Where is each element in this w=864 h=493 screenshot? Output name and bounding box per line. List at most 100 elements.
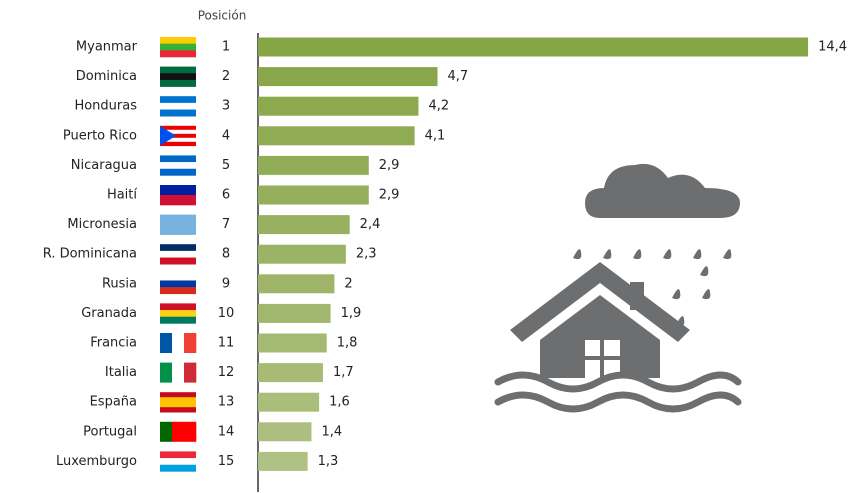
flag-stripe [160, 215, 196, 235]
flag-stripe [160, 110, 196, 117]
country-label: Haití [107, 188, 137, 203]
flag-stripe [172, 422, 184, 442]
flag-stripe [160, 155, 196, 162]
position-label: 11 [218, 336, 235, 351]
value-label: 2,9 [379, 188, 400, 203]
flag-stripe [160, 44, 196, 51]
flag-stripe [160, 392, 196, 397]
flag-stripe [184, 333, 196, 353]
position-label: 1 [222, 40, 230, 55]
flag-stripe [160, 333, 172, 353]
flag [160, 303, 196, 323]
flag-stripe [160, 195, 196, 205]
bar [258, 156, 369, 175]
flag-stripe [160, 402, 196, 407]
country-label: R. Dominicana [43, 247, 137, 262]
bar [258, 126, 415, 145]
chart: Posición Myanmar114,4Dominica24,7Hondura… [0, 0, 864, 493]
country-label: Dominica [76, 69, 137, 84]
flag-stripe [160, 244, 196, 251]
flag-stripe [160, 451, 196, 458]
flag-stripe [160, 465, 196, 472]
flag [160, 392, 196, 412]
country-label: Puerto Rico [63, 128, 137, 143]
position-label: 15 [218, 454, 235, 469]
country-label: Rusia [102, 276, 137, 291]
position-header: Posición [198, 9, 247, 23]
flag-stripe [160, 303, 196, 310]
value-label: 1,8 [337, 336, 358, 351]
value-label: 2,9 [379, 158, 400, 173]
flag-stripe [160, 280, 196, 287]
flag-stripe [184, 363, 196, 383]
flag-stripe [160, 185, 196, 195]
value-label: 1,9 [341, 306, 362, 321]
flag-stripe [172, 363, 184, 383]
bar [258, 97, 418, 116]
position-label: 5 [222, 158, 230, 173]
bar [258, 245, 346, 264]
flag [160, 126, 196, 146]
country-label: Nicaragua [71, 158, 137, 173]
flag-stripe [160, 96, 196, 103]
flag-stripe [160, 251, 196, 258]
position-label: 8 [222, 247, 230, 262]
flag-stripe [160, 274, 196, 281]
flood-icon [510, 164, 740, 378]
country-label: España [90, 395, 137, 410]
flag [160, 274, 196, 294]
flag [160, 67, 196, 87]
flag-stripe [160, 103, 196, 110]
position-label: 2 [222, 69, 230, 84]
bar [258, 274, 334, 293]
country-label: Myanmar [76, 40, 138, 55]
position-label: 9 [222, 276, 230, 291]
bar [258, 304, 331, 323]
flag [160, 422, 196, 442]
position-label: 6 [222, 188, 230, 203]
value-label: 1,6 [329, 395, 350, 410]
flag-stripe [160, 363, 172, 383]
flag [160, 37, 196, 57]
bar [258, 393, 319, 412]
flag-stripe [160, 317, 196, 324]
flag-stripe [160, 169, 196, 176]
flag [160, 363, 196, 383]
country-label: Italia [105, 365, 137, 380]
position-label: 10 [218, 306, 235, 321]
value-label: 1,3 [318, 454, 339, 469]
flag-stripe [160, 287, 196, 294]
flag-stripe [160, 80, 196, 87]
flag-stripe [160, 67, 196, 74]
flag-stripe [160, 73, 196, 80]
bar [258, 422, 311, 441]
country-label: Francia [90, 336, 137, 351]
value-label: 1,4 [321, 424, 342, 439]
country-label: Luxemburgo [56, 454, 137, 469]
flag-stripe [160, 142, 196, 146]
position-label: 3 [222, 99, 230, 114]
flag-stripe [172, 333, 184, 353]
position-label: 7 [222, 217, 230, 232]
country-label: Portugal [83, 424, 137, 439]
position-label: 4 [222, 128, 230, 143]
flag-stripe [160, 407, 196, 412]
position-label: 12 [218, 365, 235, 380]
value-label: 4,1 [425, 128, 446, 143]
bar [258, 215, 350, 234]
country-label: Honduras [74, 99, 137, 114]
flag [160, 155, 196, 175]
bar [258, 452, 308, 471]
bar [258, 67, 438, 86]
country-label: Granada [81, 306, 137, 321]
flag-stripe [160, 310, 196, 317]
flag-stripe [184, 422, 196, 442]
flag [160, 185, 196, 205]
value-label: 2 [344, 276, 352, 291]
flag-stripe [160, 50, 196, 57]
value-label: 2,3 [356, 247, 377, 262]
flag-stripe [160, 422, 172, 442]
position-label: 13 [218, 395, 235, 410]
waves [498, 375, 738, 409]
flag [160, 244, 196, 264]
